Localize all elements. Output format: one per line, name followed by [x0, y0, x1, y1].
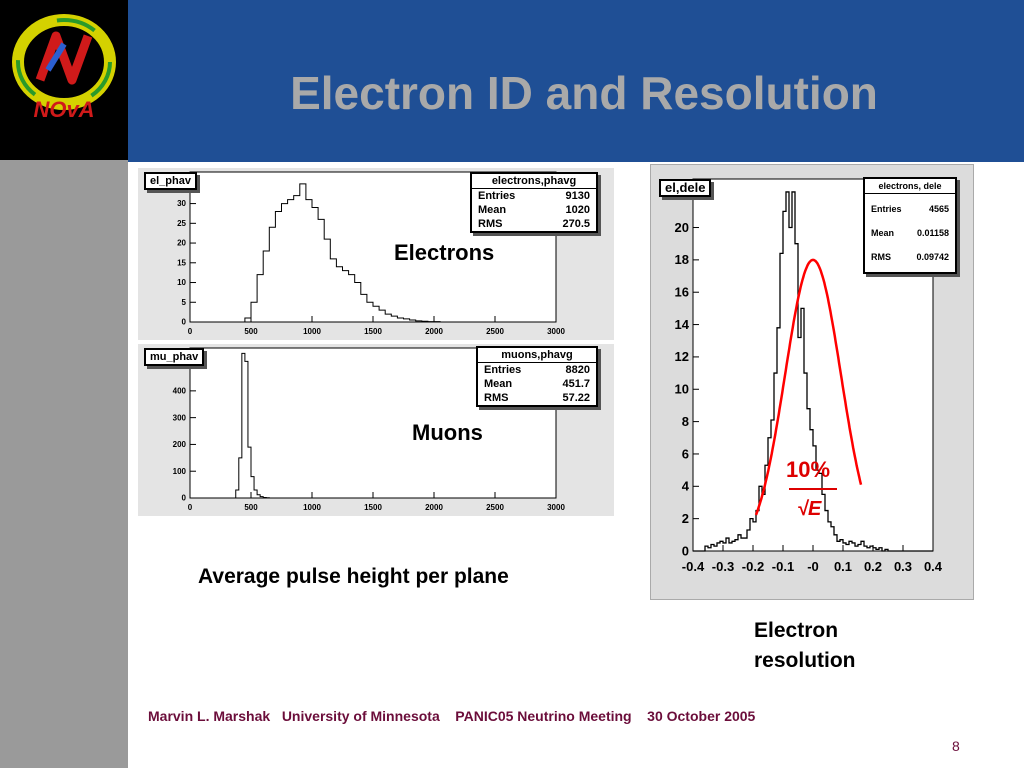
x-tick-label: 1500: [364, 327, 382, 336]
fit-denominator: E: [807, 498, 822, 520]
x-tick-label: 0.1: [834, 559, 852, 574]
x-tick-label: 0.4: [924, 559, 943, 574]
x-tick-label: -0.2: [742, 559, 764, 574]
y-tick-label: 25: [177, 219, 186, 228]
stats-mean-label: Mean: [871, 228, 895, 238]
footer: Marvin L. Marshak University of Minnesot…: [148, 708, 756, 724]
y-tick-label: 15: [177, 258, 186, 267]
stats-mean-label: Mean: [478, 204, 507, 216]
histogram-line: [190, 352, 312, 499]
histogram-line: [190, 183, 556, 323]
stats-rms-label: RMS: [478, 218, 503, 230]
stats-mean-value: 451.7: [562, 378, 590, 390]
stats-rms-label: RMS: [484, 392, 509, 404]
logo-text: NOvA: [33, 97, 94, 122]
x-tick-label: 1500: [364, 503, 382, 512]
x-tick-label: -0.1: [772, 559, 794, 574]
electron-resolution-plot: -0.4 -0.3 -0.2 -0.1 -0 0.1 0.2 0.3 0.4 0 2 4 6 8 10 12 1…: [650, 164, 974, 600]
y-tick-label: 300: [173, 413, 187, 422]
y-tick-label: 5: [182, 298, 187, 307]
electron-resolution-label: Electron resolution: [754, 616, 856, 676]
stats-entries-label: Entries: [484, 364, 522, 376]
stats-rms-value: 270.5: [562, 218, 590, 230]
stats-entries-value: 9130: [565, 190, 590, 202]
y-tick-label: 20: [675, 220, 689, 235]
muons-label: Muons: [412, 420, 483, 445]
x-tick-label: 1000: [303, 327, 321, 336]
page-number: 8: [952, 738, 960, 754]
fraction-bar: [789, 488, 837, 490]
x-tick-label: -0.4: [682, 559, 705, 574]
stats-box: electrons,phavg Entries 9130 Mean 1020 RMS…: [470, 172, 598, 233]
x-tick-label: 2500: [486, 327, 504, 336]
x-tick-label: 500: [244, 327, 258, 336]
y-tick-label: 400: [173, 387, 187, 396]
x-tick-label: 500: [244, 503, 258, 512]
gaussian-fit-curve: [754, 258, 863, 516]
stats-mean-value: 0.01158: [916, 228, 949, 238]
electron-resolution-line2: resolution: [754, 649, 856, 672]
y-tick-label: 100: [173, 467, 187, 476]
muon-histogram: 0500100015002000250030000100200300400500: [173, 347, 565, 512]
x-tick-label: 0: [188, 327, 193, 336]
histogram-name-box: mu_phav: [144, 348, 205, 366]
stats-mean-value: 1020: [565, 204, 590, 216]
electron-histogram: 05001000150020002500300005101520253035: [177, 171, 565, 336]
x-tick-label: 2000: [425, 327, 443, 336]
title-bar: [128, 0, 1024, 162]
y-tick-label: 4: [682, 479, 690, 494]
stats-title: electrons, dele: [865, 179, 955, 194]
electron-phavg-plot: 05001000150020002500300005101520253035 e…: [138, 168, 614, 340]
y-tick-label: 0: [182, 494, 187, 503]
stats-box: muons,phavg Entries 8820 Mean 451.7 RMS 57.…: [476, 346, 598, 407]
x-tick-label: 1000: [303, 503, 321, 512]
x-tick-label: -0: [807, 559, 819, 574]
histogram-name-box: el,dele: [659, 179, 712, 197]
stats-rms-label: RMS: [871, 252, 891, 262]
histogram-name-box: el_phav: [144, 172, 197, 190]
electrons-label: Electrons: [394, 240, 495, 265]
electron-resolution-line1: Electron: [754, 619, 839, 642]
stats-box: electrons, dele Entries 4565 Mean 0.01158 …: [863, 177, 957, 274]
x-tick-label: 2500: [486, 503, 504, 512]
fit-sqrt-denominator: √E: [797, 498, 822, 520]
average-pulse-label: Average pulse height per plane: [198, 565, 509, 588]
y-tick-label: 14: [675, 317, 690, 332]
y-tick-label: 6: [682, 446, 689, 461]
y-tick-label: 10: [675, 382, 689, 397]
y-tick-label: 16: [675, 285, 689, 300]
slide-title: Electron ID and Resolution: [290, 67, 878, 119]
stats-entries-label: Entries: [871, 204, 902, 214]
stats-entries-value: 4565: [928, 204, 949, 214]
y-tick-label: 0: [182, 318, 187, 327]
x-tick-label: 0: [188, 503, 193, 512]
stats-entries-label: Entries: [478, 190, 516, 202]
y-tick-label: 8: [682, 414, 689, 429]
x-tick-label: 0.3: [894, 559, 912, 574]
x-tick-label: -0.3: [712, 559, 734, 574]
y-tick-label: 30: [177, 199, 186, 208]
y-tick-label: 20: [177, 239, 186, 248]
x-tick-label: 3000: [547, 503, 565, 512]
y-tick-label: 10: [177, 278, 186, 287]
y-tick-label: 2: [682, 511, 689, 526]
stats-title: muons,phavg: [478, 348, 596, 363]
stats-rms-value: 0.09742: [916, 252, 949, 262]
nova-logo: NOvA: [0, 0, 128, 160]
x-tick-label: 2000: [425, 503, 443, 512]
stats-rms-value: 57.22: [562, 392, 590, 404]
y-tick-label: 12: [675, 349, 689, 364]
x-tick-label: 3000: [547, 327, 565, 336]
muon-phavg-plot: 0500100015002000250030000100200300400500…: [138, 344, 614, 516]
y-tick-label: 200: [173, 440, 187, 449]
x-tick-label: 0.2: [864, 559, 882, 574]
stats-mean-label: Mean: [484, 378, 513, 390]
y-tick-label: 18: [675, 252, 689, 267]
y-tick-label: 0: [682, 543, 689, 558]
stats-entries-value: 8820: [565, 364, 590, 376]
histogram-line: [693, 191, 933, 552]
fit-numerator: 10%: [786, 457, 831, 482]
stats-title: electrons,phavg: [472, 174, 596, 189]
